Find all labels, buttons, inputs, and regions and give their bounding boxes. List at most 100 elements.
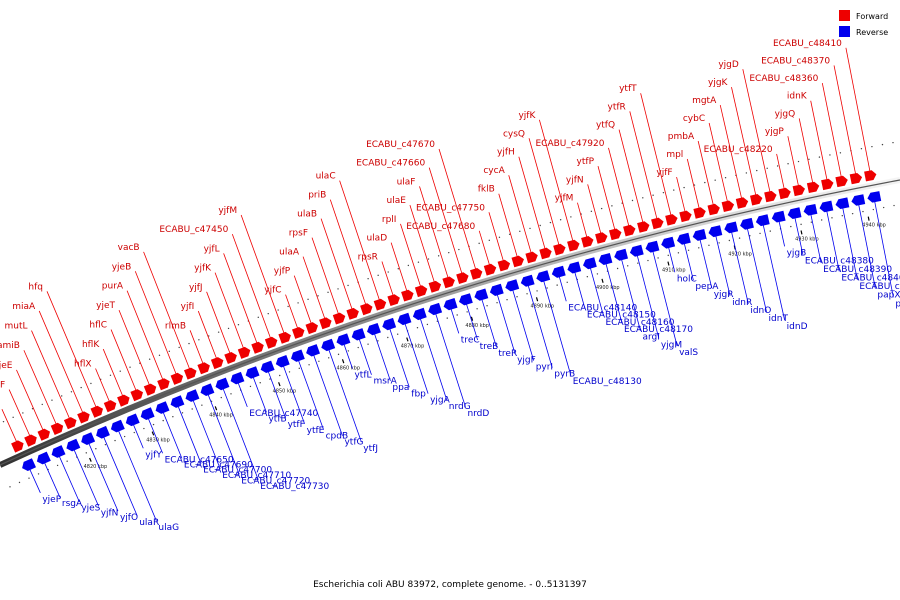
reverse-gene-arrow[interactable] xyxy=(367,323,381,336)
forward-gene-arrow[interactable] xyxy=(553,243,566,256)
reverse-gene-arrow[interactable] xyxy=(677,232,691,245)
reverse-gene-arrow[interactable] xyxy=(291,349,305,362)
reverse-gene-label[interactable]: idnO xyxy=(750,306,771,316)
reverse-gene-arrow[interactable] xyxy=(51,445,66,458)
forward-gene-label[interactable]: ytfP xyxy=(577,157,595,167)
forward-gene-arrow[interactable] xyxy=(130,389,143,402)
reverse-gene-arrow[interactable] xyxy=(336,333,351,346)
reverse-gene-label[interactable]: valS xyxy=(679,348,698,358)
reverse-gene-label[interactable]: fbp xyxy=(411,389,426,399)
reverse-gene-arrow[interactable] xyxy=(275,355,290,368)
reverse-gene-label[interactable]: ECABU_c48160 xyxy=(605,318,674,328)
forward-gene-arrow[interactable] xyxy=(332,312,346,325)
forward-gene-label[interactable]: ECABU_c47920 xyxy=(536,139,605,149)
forward-gene-label[interactable]: ECABU_c47750 xyxy=(416,203,485,213)
reverse-gene-arrow[interactable] xyxy=(215,377,230,391)
forward-gene-arrow[interactable] xyxy=(387,294,400,306)
forward-gene-arrow[interactable] xyxy=(210,357,224,370)
reverse-gene-arrow[interactable] xyxy=(583,257,597,270)
forward-gene-arrow[interactable] xyxy=(864,170,877,182)
forward-gene-label[interactable]: ulaD xyxy=(366,234,387,244)
forward-gene-arrow[interactable] xyxy=(90,405,104,418)
forward-gene-arrow[interactable] xyxy=(63,417,77,430)
forward-gene-arrow[interactable] xyxy=(679,210,692,223)
reverse-gene-label[interactable]: treR xyxy=(498,349,517,359)
reverse-gene-arrow[interactable] xyxy=(551,265,566,278)
reverse-gene-label[interactable]: ECABU_c48420 xyxy=(859,282,900,292)
reverse-gene-label[interactable]: yjgB xyxy=(787,248,807,258)
reverse-gene-label[interactable]: papF xyxy=(895,299,900,309)
forward-gene-arrow[interactable] xyxy=(184,367,197,380)
reverse-gene-label[interactable]: ECABU_c48130 xyxy=(573,377,642,387)
reverse-gene-label[interactable]: ECABU_c48150 xyxy=(587,310,656,320)
forward-gene-label[interactable]: yjgK xyxy=(708,78,729,88)
forward-gene-arrow[interactable] xyxy=(50,422,64,435)
forward-gene-label[interactable]: ECABU_c47450 xyxy=(159,225,228,235)
reverse-gene-arrow[interactable] xyxy=(155,401,170,414)
reverse-gene-label[interactable]: yjgA xyxy=(430,396,451,406)
forward-gene-label[interactable]: ECABU_c48410 xyxy=(773,39,842,49)
forward-gene-arrow[interactable] xyxy=(497,259,511,272)
forward-gene-label[interactable]: yjfL xyxy=(204,244,220,254)
forward-gene-label[interactable]: hflK xyxy=(82,340,100,350)
reverse-gene-label[interactable]: ulaG xyxy=(158,523,179,533)
reverse-gene-label[interactable]: pyrB xyxy=(554,370,575,380)
forward-gene-label[interactable]: yjfK xyxy=(518,111,536,121)
reverse-gene-arrow[interactable] xyxy=(645,240,660,253)
forward-gene-label[interactable]: miaA xyxy=(12,302,36,312)
reverse-gene-arrow[interactable] xyxy=(66,438,81,452)
reverse-gene-label[interactable]: nrdD xyxy=(467,409,489,419)
forward-gene-label[interactable]: priB xyxy=(308,191,326,201)
reverse-gene-arrow[interactable] xyxy=(170,395,185,408)
forward-gene-label[interactable]: yjfC xyxy=(264,286,281,296)
reverse-gene-label[interactable]: idnR xyxy=(732,298,752,308)
forward-gene-label[interactable]: yjfF xyxy=(656,168,672,178)
forward-gene-arrow[interactable] xyxy=(483,263,497,276)
forward-gene-label[interactable]: amiB xyxy=(0,341,20,351)
reverse-gene-label[interactable]: rsgA xyxy=(62,499,83,509)
forward-gene-arrow[interactable] xyxy=(77,411,90,424)
forward-gene-label[interactable]: ulaC xyxy=(316,172,336,182)
reverse-gene-label[interactable]: ECABU_c48170 xyxy=(624,325,693,335)
reverse-gene-label[interactable]: ytfE xyxy=(307,426,325,436)
forward-gene-label[interactable]: rplI xyxy=(382,215,397,225)
forward-gene-arrow[interactable] xyxy=(835,175,848,188)
forward-gene-arrow[interactable] xyxy=(305,322,319,335)
reverse-gene-arrow[interactable] xyxy=(692,229,707,241)
forward-gene-label[interactable]: ytfR xyxy=(608,102,626,112)
forward-gene-arrow[interactable] xyxy=(319,317,332,330)
forward-gene-label[interactable]: rpsR xyxy=(358,252,378,262)
reverse-gene-arrow[interactable] xyxy=(459,293,473,306)
forward-gene-arrow[interactable] xyxy=(292,327,305,339)
forward-gene-arrow[interactable] xyxy=(750,194,763,206)
reverse-gene-label[interactable]: treB xyxy=(480,342,499,352)
reverse-gene-label[interactable]: ECABU_c48400 xyxy=(841,273,900,283)
reverse-gene-label[interactable]: ytfB xyxy=(268,414,286,424)
forward-gene-arrow[interactable] xyxy=(278,331,291,344)
forward-gene-label[interactable]: ytfQ xyxy=(596,121,615,131)
reverse-gene-arrow[interactable] xyxy=(22,458,36,471)
reverse-gene-arrow[interactable] xyxy=(412,307,427,321)
forward-gene-arrow[interactable] xyxy=(264,336,278,349)
reverse-gene-arrow[interactable] xyxy=(867,191,882,203)
reverse-gene-label[interactable]: ECABU_c48140 xyxy=(568,303,637,313)
forward-gene-arrow[interactable] xyxy=(157,378,170,391)
reverse-gene-arrow[interactable] xyxy=(520,274,535,287)
reverse-gene-arrow[interactable] xyxy=(614,248,628,261)
reverse-gene-arrow[interactable] xyxy=(708,225,723,238)
reverse-gene-arrow[interactable] xyxy=(803,204,818,216)
reverse-gene-label[interactable]: ECABU_c47720 xyxy=(241,476,310,486)
forward-gene-label[interactable]: ECABU_c48220 xyxy=(704,145,773,155)
reverse-gene-label[interactable]: pyrI xyxy=(536,363,553,373)
forward-gene-label[interactable]: yjfN xyxy=(566,175,584,185)
reverse-gene-arrow[interactable] xyxy=(740,217,754,230)
forward-gene-label[interactable]: yjfI xyxy=(181,302,195,312)
reverse-gene-arrow[interactable] xyxy=(787,207,802,219)
forward-gene-arrow[interactable] xyxy=(651,217,664,230)
forward-gene-label[interactable]: cysQ xyxy=(503,129,525,139)
forward-gene-label[interactable]: ECABU_c48360 xyxy=(749,74,818,84)
forward-gene-arrow[interactable] xyxy=(103,400,117,413)
reverse-gene-arrow[interactable] xyxy=(140,407,155,420)
forward-gene-arrow[interactable] xyxy=(849,173,863,185)
forward-gene-arrow[interactable] xyxy=(442,276,455,289)
